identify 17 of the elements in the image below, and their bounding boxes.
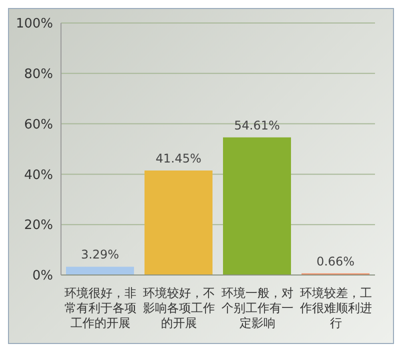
x-tick-label: 环境一般，对个别工作有一定影响 xyxy=(221,286,294,330)
y-tick-label: 100% xyxy=(16,16,53,32)
bar xyxy=(66,266,134,275)
data-label: 0.66% xyxy=(316,254,355,268)
y-tick-label: 0% xyxy=(32,268,53,284)
x-tick-label: 环境很好，非常有利于各项工作的开展 xyxy=(64,286,136,330)
data-label: 3.29% xyxy=(80,248,120,262)
data-label: 54.61% xyxy=(234,118,280,132)
data-label: 41.45% xyxy=(156,152,202,166)
y-tick-label: 20% xyxy=(24,218,53,234)
y-tick-label: 60% xyxy=(24,117,53,132)
y-tick-label: 40% xyxy=(24,168,53,183)
x-tick-label: 环境较好，不影响各项工作的开展 xyxy=(142,286,215,330)
y-tick-label: 80% xyxy=(24,67,53,82)
bar xyxy=(144,170,212,275)
x-tick-label: 环境较差，工作很难顺利进行 xyxy=(298,286,372,330)
bar xyxy=(223,137,291,275)
